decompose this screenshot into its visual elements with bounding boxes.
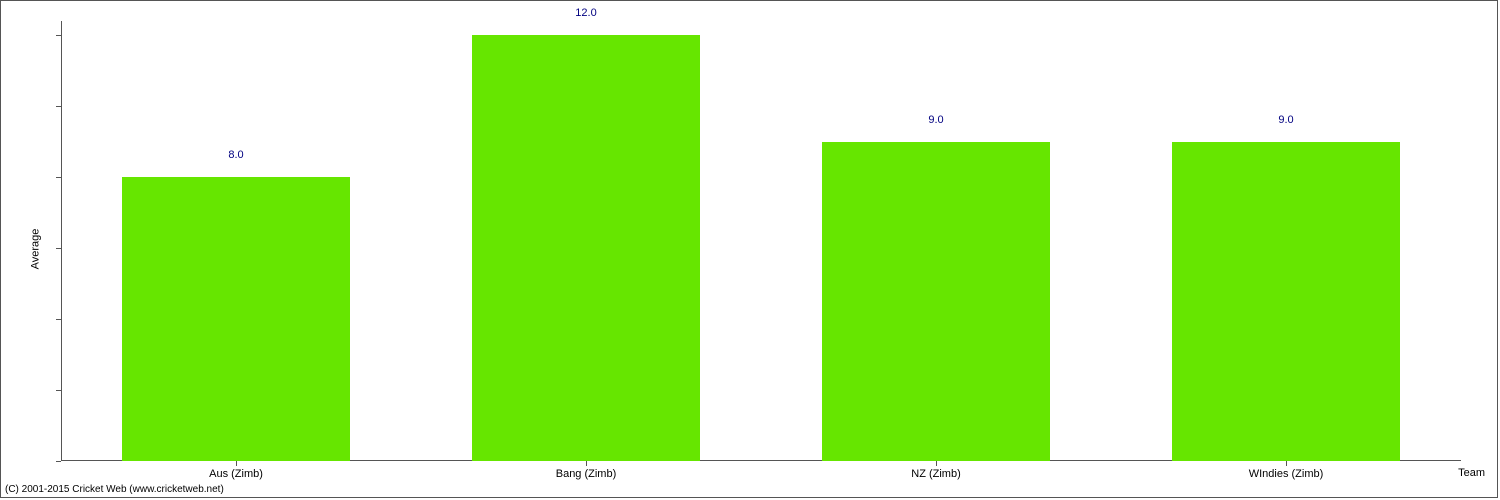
bar (822, 142, 1050, 461)
bar (122, 177, 350, 461)
y-axis-line (61, 21, 62, 461)
x-tick-label: NZ (Zimb) (911, 468, 961, 480)
x-axis-label: Team (1458, 467, 1485, 479)
bar (1172, 142, 1400, 461)
x-tick-label: Bang (Zimb) (556, 468, 617, 480)
y-tick-mark (56, 319, 61, 320)
y-tick-mark (56, 35, 61, 36)
x-tick-mark (1286, 461, 1287, 466)
copyright-text: (C) 2001-2015 Cricket Web (www.cricketwe… (5, 484, 224, 495)
y-tick-mark (56, 461, 61, 462)
x-tick-mark (236, 461, 237, 466)
y-tick-mark (56, 390, 61, 391)
x-tick-label: Aus (Zimb) (209, 468, 263, 480)
x-tick-mark (936, 461, 937, 466)
bar (472, 35, 700, 461)
bar-value-label: 12.0 (575, 7, 596, 19)
y-axis-label: Average (29, 229, 41, 270)
x-tick-label: WIndies (Zimb) (1249, 468, 1324, 480)
chart-frame: 0246810128.0Aus (Zimb)12.0Bang (Zimb)9.0… (0, 0, 1498, 498)
y-tick-mark (56, 248, 61, 249)
y-tick-mark (56, 177, 61, 178)
plot-area: 0246810128.0Aus (Zimb)12.0Bang (Zimb)9.0… (61, 21, 1461, 461)
bar-value-label: 9.0 (928, 114, 943, 126)
bar-value-label: 8.0 (228, 149, 243, 161)
bar-value-label: 9.0 (1278, 114, 1293, 126)
y-tick-mark (56, 106, 61, 107)
x-tick-mark (586, 461, 587, 466)
